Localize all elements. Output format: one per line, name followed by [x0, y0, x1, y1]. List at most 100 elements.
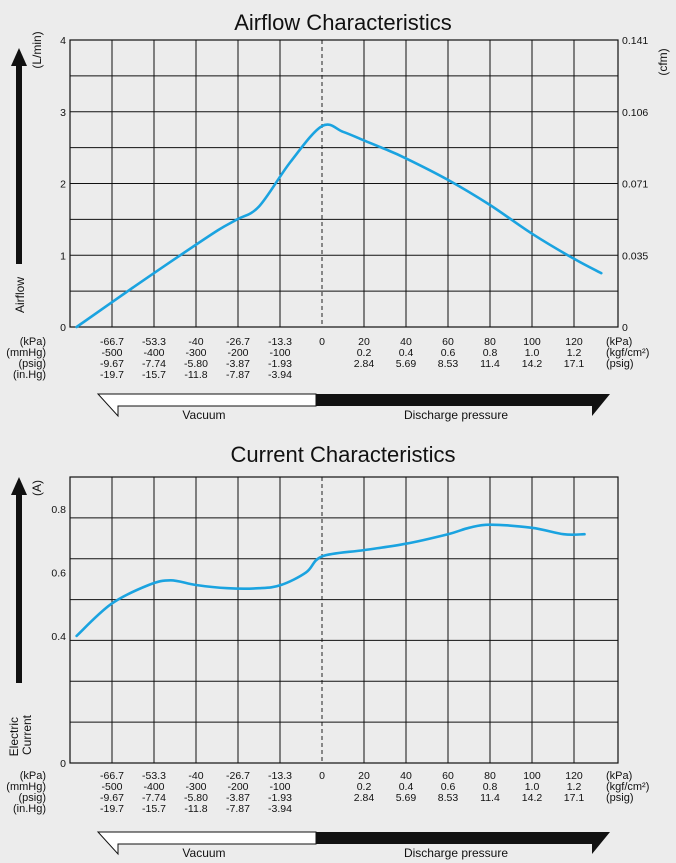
x-tick-label: -3.94: [268, 803, 292, 815]
x-tick-label: -3.87: [226, 792, 250, 804]
y-tick-label: 0: [60, 322, 66, 334]
x-tick-label: 0.2: [357, 347, 372, 359]
x-axis-unit-label-right: (kgf/cm²): [606, 347, 649, 359]
current-x-axis-labels: (kPa) -66.7 -53.3 -40 -26.7 -13.3 0 20 40 60 80 100…: [6, 770, 649, 815]
y-tick-label: 0.8: [51, 504, 66, 516]
y-axis-label-line2: Current: [20, 714, 34, 755]
x-tick-label: -26.7: [226, 770, 250, 782]
vacuum-label: Vacuum: [182, 408, 225, 422]
data-point: [75, 635, 78, 637]
data-point: [75, 326, 78, 328]
current-pressure-bar: Vacuum Discharge pressure: [96, 831, 610, 860]
data-point: [236, 218, 238, 221]
x-axis-unit-label-right: (kPa): [606, 336, 632, 348]
vacuum-arrow: [96, 831, 317, 856]
x-tick-label: -5.80: [184, 792, 208, 804]
data-point: [226, 587, 229, 589]
x-axis-unit-label: (kPa): [20, 770, 46, 782]
grid: [70, 40, 618, 327]
data-point: [531, 232, 533, 235]
x-tick-label: -7.74: [142, 358, 166, 370]
x-axis-unit-label: (mmHg): [6, 781, 46, 793]
x-tick-label: 20: [358, 336, 370, 348]
x-axis-unit-label-right: (kPa): [606, 770, 632, 782]
data-point: [363, 139, 365, 142]
x-tick-label: 1.2: [567, 347, 582, 359]
x-tick-label: 2.84: [354, 792, 375, 804]
x-tick-label: -7.87: [226, 369, 250, 381]
discharge-pressure-label: Discharge pressure: [404, 408, 508, 422]
x-axis-unit-label-right: (psig): [606, 792, 634, 804]
grid: [70, 477, 618, 763]
y-tick-label: 4: [60, 35, 66, 47]
y-axis-label-line1: Electric: [7, 717, 21, 756]
y-tick-label: 2: [60, 179, 66, 191]
x-axis-unit-label: (psig): [18, 792, 46, 804]
y-tick-label: 0: [60, 758, 66, 770]
y-tick-label-right: 0.035: [622, 250, 648, 262]
data-point: [447, 179, 449, 181]
x-tick-label: 8.53: [438, 792, 459, 804]
x-tick-label: -19.7: [100, 803, 124, 815]
data-point: [217, 229, 219, 231]
x-axis-unit-label: (in.Hg): [13, 803, 46, 815]
chart-title: Current Characteristics: [231, 442, 456, 467]
plot-frame: [69, 39, 619, 328]
x-tick-label: -5.80: [184, 358, 208, 370]
x-tick-label: -500: [101, 347, 122, 359]
vacuum-label: Vacuum: [182, 846, 225, 860]
x-tick-label: -40: [188, 336, 203, 348]
data-point: [489, 204, 491, 206]
data-point: [600, 272, 603, 275]
x-tick-label: 5.69: [396, 792, 417, 804]
x-tick-label: -500: [101, 781, 122, 793]
data-point: [289, 161, 292, 163]
x-tick-label: -3.94: [268, 369, 292, 381]
x-tick-label: 0.8: [483, 781, 498, 793]
x-tick-label: 14.2: [522, 358, 543, 370]
airflow-plot-area: 0 1 2 3 4 0 0.035 0.071 0.106 0.141: [60, 35, 648, 334]
data-point: [405, 542, 407, 545]
x-tick-label: 40: [400, 770, 412, 782]
y-axis-unit-left: (L/min): [30, 31, 44, 68]
x-tick-label: 60: [442, 336, 454, 348]
y-axis-arrow: [11, 477, 27, 683]
data-point: [562, 533, 565, 535]
data-point: [147, 584, 150, 586]
x-tick-label: -7.87: [226, 803, 250, 815]
x-tick-label: 1.2: [567, 781, 582, 793]
data-point: [321, 125, 323, 127]
data-point: [132, 286, 134, 289]
x-tick-label: -15.7: [142, 803, 166, 815]
x-tick-label: -9.67: [100, 792, 124, 804]
discharge-arrow: [316, 832, 610, 854]
x-tick-label: -66.7: [100, 770, 124, 782]
data-point: [305, 571, 308, 574]
y-tick-label-right: 0.071: [622, 179, 648, 191]
y-tick-label-right: 0: [622, 322, 628, 334]
data-point: [280, 584, 282, 586]
x-tick-label: -100: [269, 781, 290, 793]
x-tick-label: 0.6: [441, 781, 456, 793]
x-tick-label: 60: [442, 770, 454, 782]
data-point: [384, 148, 386, 150]
airflow-pressure-bar: Vacuum Discharge pressure: [96, 393, 610, 422]
x-tick-label: -53.3: [142, 336, 166, 348]
x-axis-unit-label-right: (psig): [606, 358, 634, 370]
data-point: [468, 527, 470, 529]
x-tick-label: -53.3: [142, 770, 166, 782]
x-axis-unit-label: (psig): [18, 358, 46, 370]
x-tick-label: 1.0: [525, 781, 540, 793]
x-tick-label: -9.67: [100, 358, 124, 370]
x-tick-label: -19.7: [100, 369, 124, 381]
data-point: [179, 254, 181, 257]
x-tick-label: -13.3: [268, 770, 292, 782]
x-tick-label: -300: [185, 781, 206, 793]
y-axis-unit-right: (cfm): [656, 48, 670, 75]
x-tick-label: -13.3: [268, 336, 292, 348]
x-tick-label: -400: [143, 347, 164, 359]
data-point: [573, 258, 575, 260]
data-point: [531, 527, 533, 529]
data-point: [405, 157, 407, 160]
